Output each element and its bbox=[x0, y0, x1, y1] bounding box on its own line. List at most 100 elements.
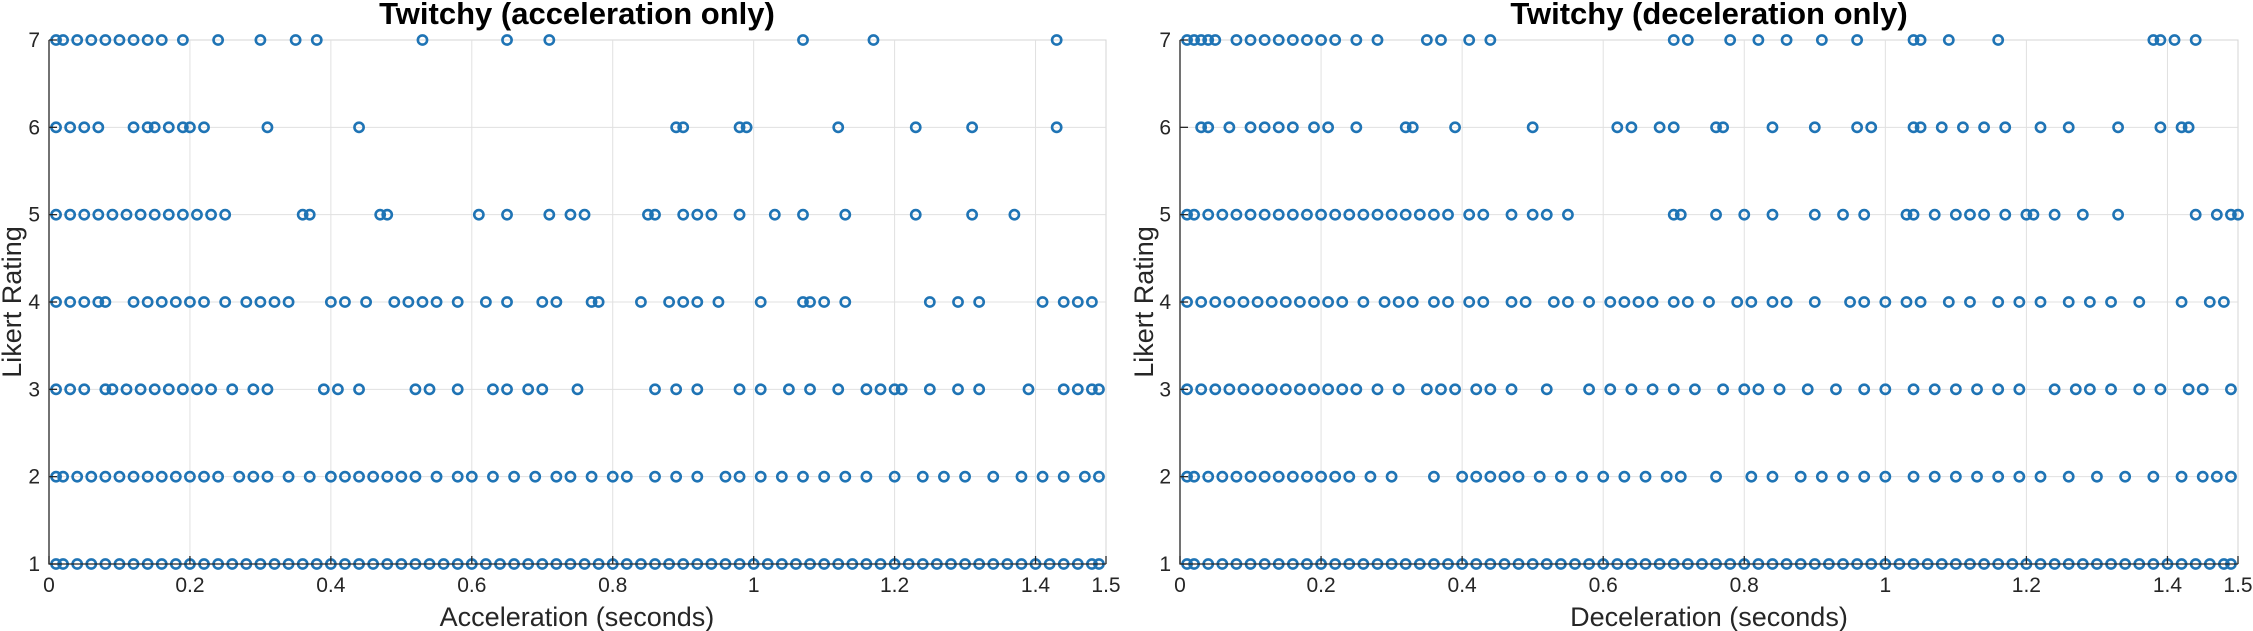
data-point bbox=[1371, 208, 1384, 221]
data-point bbox=[2210, 208, 2223, 221]
data-point bbox=[148, 208, 161, 221]
data-point bbox=[585, 296, 598, 308]
data-point bbox=[282, 470, 295, 483]
data-points bbox=[1181, 34, 2244, 570]
data-point bbox=[1837, 470, 1849, 483]
data-point bbox=[2182, 383, 2195, 396]
data-point bbox=[198, 470, 210, 483]
data-point bbox=[1858, 296, 1871, 308]
x-tick-label: 0.6 bbox=[457, 574, 486, 597]
data-point bbox=[1717, 383, 1730, 396]
data-point bbox=[1766, 208, 1779, 221]
data-point bbox=[1301, 470, 1313, 483]
data-point bbox=[57, 34, 69, 46]
data-point bbox=[1216, 470, 1229, 483]
data-point bbox=[1879, 470, 1892, 483]
x-tick-label: 1 bbox=[1879, 574, 1891, 597]
data-point bbox=[1851, 34, 1864, 46]
data-point bbox=[797, 296, 809, 308]
y-tick-label: 5 bbox=[28, 204, 40, 227]
data-point bbox=[1442, 208, 1454, 221]
data-point bbox=[303, 470, 316, 483]
data-point bbox=[1914, 121, 1927, 134]
data-point bbox=[712, 296, 725, 308]
data-point bbox=[261, 383, 274, 396]
data-point bbox=[1093, 470, 1105, 483]
data-point bbox=[719, 470, 732, 483]
data-point bbox=[402, 296, 415, 308]
data-point bbox=[2175, 296, 2188, 308]
x-tick-label: 0.8 bbox=[598, 574, 627, 597]
data-point bbox=[1470, 470, 1483, 483]
data-point bbox=[254, 34, 267, 46]
data-point bbox=[2225, 383, 2237, 396]
data-point bbox=[416, 296, 429, 308]
data-point bbox=[1999, 121, 2012, 134]
data-point bbox=[1195, 34, 1208, 46]
data-point bbox=[1442, 296, 1454, 308]
data-point bbox=[952, 383, 964, 396]
x-tick-label: 1.2 bbox=[2012, 574, 2041, 597]
data-point bbox=[1808, 208, 1821, 221]
data-point bbox=[451, 470, 464, 483]
data-point bbox=[1935, 121, 1948, 134]
data-point bbox=[205, 383, 217, 396]
data-point bbox=[1272, 470, 1285, 483]
data-point bbox=[1272, 34, 1285, 46]
data-point bbox=[888, 470, 901, 483]
data-point bbox=[339, 470, 351, 483]
x-tick-label: 1.4 bbox=[1021, 574, 1051, 597]
y-tick-label: 4 bbox=[28, 291, 40, 314]
data-point bbox=[430, 296, 443, 308]
data-point bbox=[1008, 208, 1021, 221]
chart-title: Twitchy (deceleration only) bbox=[1510, 0, 1907, 31]
data-point bbox=[1512, 470, 1525, 483]
data-point bbox=[1597, 470, 1610, 483]
data-point bbox=[1244, 34, 1257, 46]
data-point bbox=[1350, 34, 1363, 46]
x-axis-label: Deceleration (seconds) bbox=[1570, 602, 1848, 631]
data-point bbox=[1858, 470, 1871, 483]
data-point bbox=[1036, 470, 1049, 483]
data-point bbox=[409, 470, 422, 483]
data-point bbox=[451, 383, 464, 396]
data-point bbox=[1667, 121, 1680, 134]
data-point bbox=[783, 383, 795, 396]
data-point bbox=[1237, 383, 1250, 396]
data-point bbox=[155, 34, 168, 46]
data-point bbox=[1086, 296, 1098, 308]
data-point bbox=[1766, 296, 1779, 308]
data-point bbox=[92, 208, 105, 221]
data-point bbox=[317, 383, 330, 396]
data-point bbox=[1907, 383, 1920, 396]
data-point bbox=[423, 383, 436, 396]
data-point bbox=[141, 470, 154, 483]
data-point bbox=[959, 470, 971, 483]
data-point bbox=[78, 208, 91, 221]
x-tick-label: 0.2 bbox=[175, 574, 204, 597]
data-point bbox=[1780, 296, 1793, 308]
data-point bbox=[141, 121, 154, 134]
data-point bbox=[839, 296, 852, 308]
data-point bbox=[1667, 383, 1680, 396]
data-point bbox=[1237, 296, 1250, 308]
data-point bbox=[1258, 34, 1271, 46]
data-point bbox=[1625, 383, 1638, 396]
data-point bbox=[1914, 34, 1927, 46]
data-point bbox=[1308, 296, 1320, 308]
data-point bbox=[409, 383, 422, 396]
data-point bbox=[797, 208, 809, 221]
data-point bbox=[1258, 121, 1271, 134]
data-point bbox=[2225, 470, 2237, 483]
data-point bbox=[2020, 208, 2033, 221]
data-point bbox=[1195, 383, 1208, 396]
data-point bbox=[127, 470, 140, 483]
data-point bbox=[1071, 383, 1084, 396]
data-point bbox=[2175, 470, 2188, 483]
data-point bbox=[2034, 121, 2047, 134]
data-point bbox=[1385, 208, 1398, 221]
data-point bbox=[578, 208, 591, 221]
x-tick-label: 0.2 bbox=[1306, 574, 1335, 597]
data-point bbox=[247, 383, 260, 396]
data-point bbox=[212, 34, 225, 46]
